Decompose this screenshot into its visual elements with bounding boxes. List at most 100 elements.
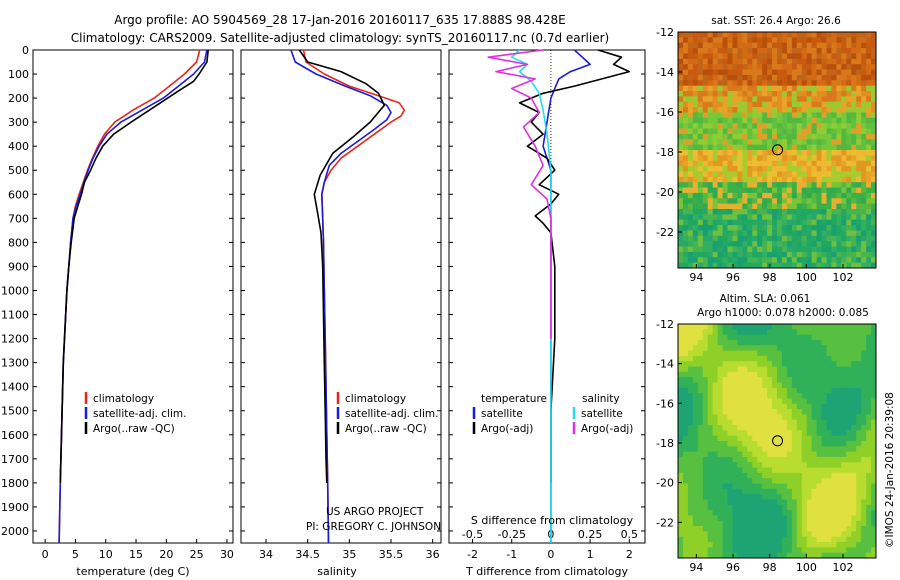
map-cell (702, 435, 709, 442)
map-cell (846, 393, 852, 399)
map-cell (796, 478, 803, 484)
map-cell (851, 160, 857, 167)
map-cell (791, 241, 798, 247)
map-y-tick-label: -14 (656, 66, 674, 79)
map-cell (836, 419, 842, 426)
map-cell (821, 42, 827, 49)
map-cell (732, 510, 738, 516)
map-cell (841, 209, 847, 215)
map-cell (796, 334, 803, 341)
map-cell (727, 230, 733, 237)
map-cell (757, 472, 763, 479)
map-cell (801, 409, 808, 415)
map-cell (816, 32, 822, 38)
map-cell (851, 419, 857, 426)
map-cell (811, 155, 817, 162)
map-cell (791, 547, 798, 554)
map-cell (682, 425, 689, 431)
map-cell (712, 483, 718, 490)
map-cell (851, 139, 857, 146)
map-cell (742, 241, 748, 247)
map-cell (791, 355, 798, 362)
map-cell (777, 542, 783, 548)
map-cell (687, 430, 694, 437)
map-cell (747, 350, 753, 357)
map-cell (796, 107, 803, 113)
map-cell (687, 64, 694, 70)
map-cell (727, 257, 733, 264)
map-cell (737, 53, 743, 60)
map-cell (697, 48, 704, 54)
map-cell (707, 366, 714, 373)
map-cell (737, 387, 743, 394)
map-cell (846, 515, 852, 522)
map-cell (786, 48, 793, 54)
map-cell (811, 160, 817, 167)
map-cell (692, 520, 699, 527)
map-cell (717, 58, 723, 65)
map-cell (791, 80, 798, 87)
map-cell (762, 366, 768, 373)
map-cell (678, 329, 684, 336)
map-cell (742, 58, 748, 65)
map-cell (772, 547, 778, 554)
map-cell (682, 345, 689, 351)
map-cell (722, 435, 728, 442)
map-cell (841, 515, 847, 522)
map-cell (791, 425, 798, 431)
map-cell (846, 366, 852, 373)
map-cell (801, 334, 808, 341)
map-cell (692, 366, 699, 373)
map-cell (811, 483, 817, 490)
map-cell (811, 192, 817, 199)
map-cell (712, 133, 718, 140)
map-cell (846, 350, 852, 357)
map-cell (767, 176, 773, 183)
map-cell (682, 531, 689, 538)
map-cell (806, 53, 813, 60)
map-cell (737, 446, 743, 453)
map-cell (737, 241, 743, 247)
map-cell (871, 414, 877, 421)
map-cell (871, 144, 877, 151)
map-cell (791, 257, 798, 264)
map-cell (717, 504, 723, 511)
map-cell (806, 409, 813, 415)
map-cell (727, 361, 733, 367)
map-cell (727, 366, 733, 373)
map-cell (762, 53, 768, 60)
map-cell (712, 85, 718, 92)
map-cell (816, 155, 822, 162)
map-cell (846, 176, 852, 183)
map-cell (801, 85, 808, 92)
map-cell (757, 225, 763, 231)
map-cell (816, 409, 822, 415)
map-cell (791, 515, 798, 522)
map-cell (806, 510, 813, 516)
map-cell (697, 257, 704, 264)
map-cell (737, 329, 743, 336)
map-cell (866, 101, 872, 108)
map-cell (866, 80, 872, 87)
map-cell (856, 85, 862, 92)
map-cell (786, 203, 793, 210)
map-cell (796, 58, 803, 65)
map-cell (816, 488, 822, 495)
map-cell (831, 377, 837, 383)
difference-legend: temperature salinity satellite Argo(-adj… (472, 393, 633, 435)
map-cell (826, 504, 832, 511)
map-cell (851, 478, 857, 484)
map-cell (826, 467, 832, 474)
map-cell (678, 128, 684, 135)
map-cell (762, 176, 768, 183)
map-cell (781, 176, 788, 183)
map-cell (866, 225, 872, 231)
map-cell (811, 387, 817, 394)
map-cell (767, 324, 773, 330)
map-cell (871, 435, 877, 442)
map-cell (836, 361, 842, 367)
map-cell (717, 241, 723, 247)
map-cell (682, 53, 689, 60)
map-cell (801, 230, 808, 237)
map-cell (687, 510, 694, 516)
